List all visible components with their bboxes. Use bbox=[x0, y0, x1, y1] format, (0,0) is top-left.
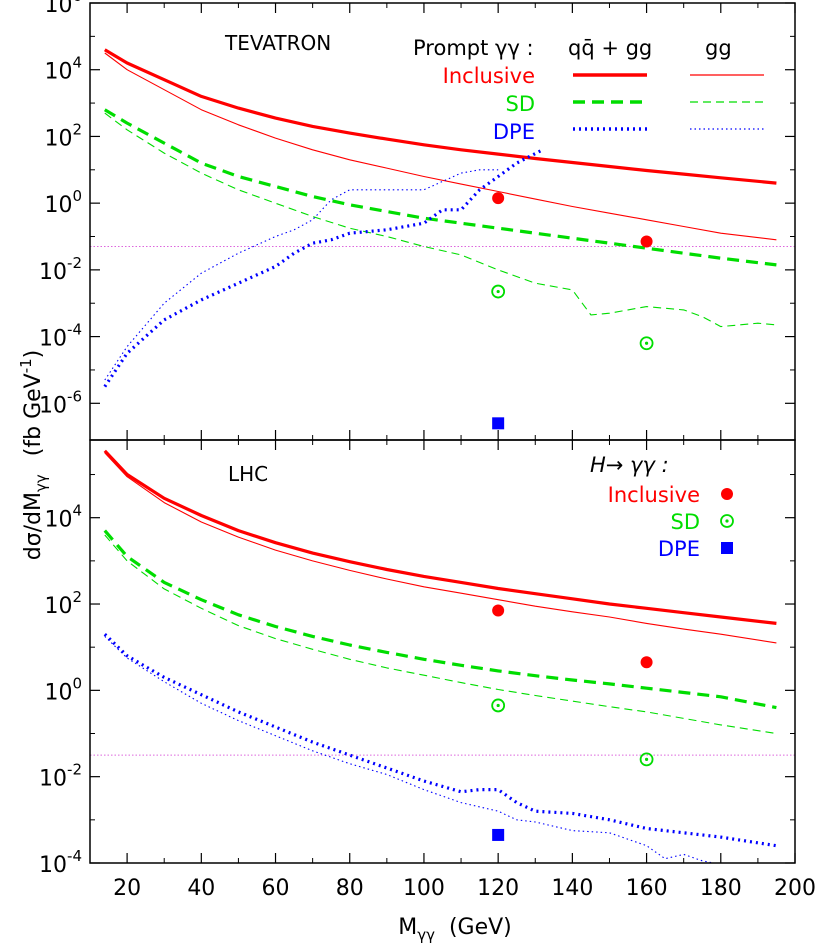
x-axis-ticks: 20 40 60 80 100 120 140 160 180 200 bbox=[113, 3, 816, 901]
higgs-point-inclusive bbox=[640, 656, 653, 669]
legend-prompt-col2: gg bbox=[705, 36, 732, 60]
y-axis-label: dσ/dMγγ (fb GeV-1) bbox=[17, 350, 50, 561]
series-dpe-thin-dotted bbox=[104, 169, 499, 381]
y-tick-label: 10-6 bbox=[39, 387, 82, 418]
y-tick-label: 104 bbox=[44, 502, 82, 533]
x-tick-label: 60 bbox=[262, 876, 290, 901]
legend-prompt-col1: qq̄ + gg bbox=[568, 36, 652, 60]
legend-prompt-inclusive-label: Inclusive bbox=[443, 64, 535, 88]
x-tick-label: 80 bbox=[336, 876, 364, 901]
panel-label-tevatron: TEVATRON bbox=[224, 31, 331, 55]
x-tick-label: 20 bbox=[113, 876, 141, 901]
y-axis-label-main: dσ/dM bbox=[21, 492, 46, 560]
series-sd-thin-dashed bbox=[104, 534, 777, 735]
legend-higgs-sd-label: SD bbox=[670, 510, 700, 534]
higgs-point-inclusive bbox=[640, 235, 653, 248]
y-tick-label: 100 bbox=[44, 187, 82, 218]
panel-tevatron-series bbox=[103, 48, 777, 388]
x-axis-label-main: M bbox=[398, 915, 417, 940]
series-inclusive-thick-solid bbox=[103, 449, 777, 625]
higgs-point-sd-dot bbox=[644, 757, 649, 762]
higgs-point-inclusive bbox=[492, 604, 505, 617]
legend-higgs: H→ γγ : Inclusive SD DPE bbox=[590, 453, 734, 561]
legend-prompt-header: Prompt γγ : bbox=[413, 36, 534, 60]
x-tick-label: 120 bbox=[477, 876, 519, 901]
legend-prompt-sd-label: SD bbox=[505, 92, 535, 116]
higgs-point-sd-dot bbox=[496, 289, 500, 294]
x-tick-label: 140 bbox=[551, 876, 593, 901]
x-axis-label-sub: γγ bbox=[417, 926, 435, 944]
legend-higgs-sd-marker-dot bbox=[725, 519, 729, 523]
legend-higgs-dpe-marker bbox=[721, 542, 733, 554]
panel-lhc: 104 102 100 10-2 10-4 LHC bbox=[39, 449, 795, 878]
panel-label-lhc: LHC bbox=[228, 462, 268, 486]
y-axis-label-units-close: ) bbox=[21, 350, 46, 359]
x-axis-label-units: (GeV) bbox=[449, 915, 512, 940]
legend-higgs-header: H→ γγ : bbox=[590, 453, 669, 477]
legend-prompt-dpe-label: DPE bbox=[493, 120, 535, 144]
x-tick-label: 160 bbox=[626, 876, 668, 901]
series-sd-thick-dashed bbox=[103, 529, 777, 710]
y-tick-label: 102 bbox=[44, 120, 82, 151]
y-tick-label: 106 bbox=[44, 0, 82, 18]
legend-prompt: Prompt γγ : qq̄ + gg gg Inclusive SD DPE bbox=[413, 36, 764, 144]
panel-lhc-higgs-points bbox=[491, 604, 654, 841]
x-tick-label: 200 bbox=[774, 876, 816, 901]
y-tick-label: 100 bbox=[44, 674, 82, 705]
legend-higgs-sd-marker bbox=[720, 514, 734, 528]
higgs-point-sd bbox=[491, 284, 506, 299]
panel-tevatron-ticks: 106 104 102 100 10-2 10-4 10-6 bbox=[39, 0, 795, 418]
x-tick-label: 100 bbox=[403, 876, 445, 901]
higgs-point-inclusive bbox=[492, 192, 505, 205]
y-tick-label: 104 bbox=[44, 54, 82, 85]
legend-higgs-dpe-label: DPE bbox=[658, 537, 700, 561]
panel-tevatron-higgs-points bbox=[491, 192, 654, 430]
higgs-point-sd bbox=[639, 336, 654, 351]
y-axis-label-sub: γγ bbox=[32, 474, 50, 492]
higgs-point-sd-dot bbox=[496, 703, 500, 708]
y-tick-label: 10-4 bbox=[39, 847, 82, 878]
panel-tevatron: 106 104 102 100 10-2 10-4 10-6 TEVATRON bbox=[39, 0, 795, 430]
y-tick-label: 102 bbox=[44, 588, 82, 619]
y-axis-label-units: (fb GeV bbox=[21, 373, 46, 456]
legend-higgs-inclusive-marker bbox=[721, 488, 733, 500]
y-tick-label: 10-4 bbox=[39, 321, 82, 352]
x-tick-label: 180 bbox=[700, 876, 742, 901]
higgs-point-sd bbox=[639, 752, 654, 767]
higgs-point-dpe bbox=[492, 417, 505, 430]
panel-lhc-frame bbox=[89, 439, 796, 864]
y-axis-label-units-sup: -1 bbox=[17, 358, 35, 373]
y-tick-label: 10-2 bbox=[39, 254, 82, 285]
series-dpe-thin-dotted bbox=[104, 636, 714, 864]
series-inclusive-thin-solid bbox=[104, 452, 777, 644]
higgs-point-sd-dot bbox=[644, 341, 649, 345]
higgs-point-dpe bbox=[492, 828, 505, 841]
higgs-point-sd bbox=[491, 698, 506, 713]
x-axis-label: Mγγ (GeV) bbox=[398, 915, 512, 944]
y-tick-label: 10-2 bbox=[39, 761, 82, 792]
panel-lhc-series bbox=[103, 449, 777, 864]
legend-higgs-inclusive-label: Inclusive bbox=[608, 483, 700, 507]
panel-lhc-ticks: 104 102 100 10-2 10-4 bbox=[39, 474, 795, 878]
series-inclusive-thick-solid bbox=[103, 48, 777, 185]
series-inclusive-thin-solid bbox=[104, 52, 777, 241]
x-tick-label: 40 bbox=[187, 876, 215, 901]
